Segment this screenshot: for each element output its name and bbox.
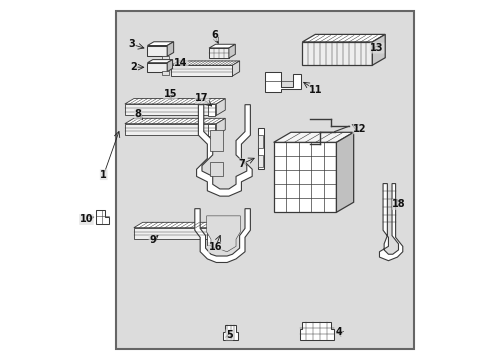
Polygon shape (216, 118, 225, 135)
Polygon shape (125, 99, 225, 104)
Text: 17: 17 (195, 93, 209, 103)
Polygon shape (134, 222, 225, 228)
Polygon shape (216, 99, 225, 116)
Polygon shape (274, 132, 354, 142)
Polygon shape (134, 228, 216, 239)
Polygon shape (196, 105, 252, 196)
Polygon shape (216, 222, 225, 239)
Text: 4: 4 (336, 327, 343, 337)
Polygon shape (125, 104, 216, 116)
Text: 8: 8 (135, 109, 142, 120)
Bar (208, 104, 215, 116)
Polygon shape (232, 61, 240, 76)
Bar (116, 12, 414, 348)
Bar (208, 124, 215, 136)
Polygon shape (274, 142, 337, 212)
Text: 9: 9 (149, 235, 156, 245)
Polygon shape (207, 216, 240, 252)
Polygon shape (209, 48, 229, 58)
Polygon shape (372, 35, 385, 65)
Bar (210, 162, 223, 176)
Polygon shape (125, 124, 216, 135)
Polygon shape (172, 65, 232, 76)
Polygon shape (229, 44, 235, 58)
Text: 3: 3 (129, 40, 135, 49)
Text: 13: 13 (370, 43, 384, 53)
Text: 6: 6 (211, 31, 218, 40)
Polygon shape (147, 60, 172, 63)
Polygon shape (337, 132, 354, 212)
Polygon shape (147, 45, 167, 56)
Bar (258, 128, 264, 169)
Bar (162, 56, 169, 60)
Text: 12: 12 (353, 124, 367, 134)
Text: 18: 18 (392, 199, 406, 210)
Bar (207, 227, 215, 244)
Polygon shape (299, 321, 334, 339)
Polygon shape (147, 63, 167, 72)
Text: 2: 2 (130, 62, 137, 72)
Polygon shape (172, 61, 240, 65)
Polygon shape (265, 72, 300, 92)
Polygon shape (209, 44, 235, 48)
Polygon shape (147, 42, 173, 45)
Polygon shape (223, 325, 238, 339)
Polygon shape (125, 118, 225, 124)
Bar (162, 71, 169, 75)
Polygon shape (302, 35, 385, 42)
Polygon shape (379, 184, 403, 261)
Text: 10: 10 (80, 215, 93, 224)
Bar (258, 135, 263, 148)
Polygon shape (167, 42, 173, 56)
Text: 7: 7 (239, 159, 245, 169)
Text: 1: 1 (100, 170, 107, 180)
Text: 11: 11 (309, 85, 323, 95)
Text: 15: 15 (164, 89, 177, 99)
Bar (258, 155, 263, 167)
Polygon shape (167, 60, 172, 72)
Polygon shape (302, 42, 372, 65)
Bar (210, 130, 223, 151)
Text: 5: 5 (226, 330, 233, 340)
Bar (307, 143, 311, 148)
Text: 14: 14 (174, 58, 188, 68)
Polygon shape (195, 209, 250, 262)
Polygon shape (96, 211, 109, 224)
Text: 16: 16 (208, 242, 222, 252)
